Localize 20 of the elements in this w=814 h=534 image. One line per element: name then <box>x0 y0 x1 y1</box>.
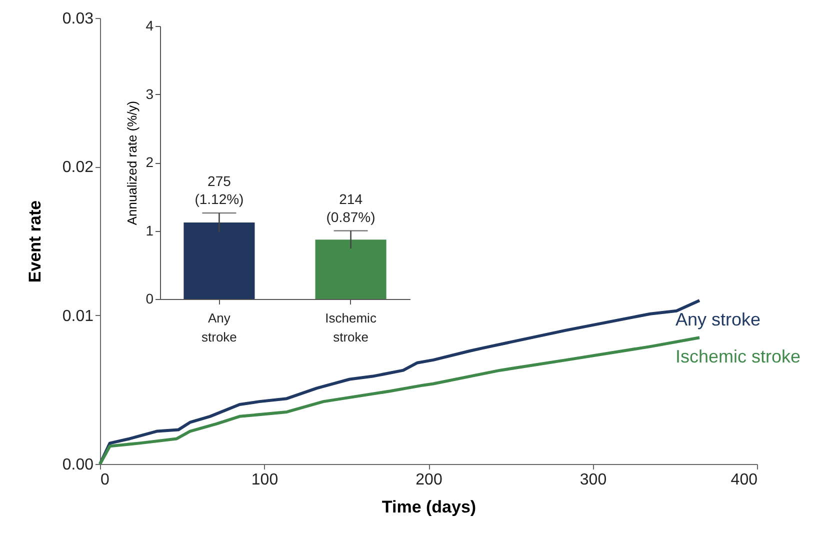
y-axis-title: Annualized rate (%/y) <box>124 100 140 226</box>
y-tick-label: 4 <box>146 18 154 34</box>
x-tick-label: 400 <box>730 472 758 488</box>
x-tick-label: 100 <box>251 472 278 488</box>
x-tick-label: 200 <box>416 472 442 488</box>
y-tick-label: 0.01 <box>62 308 94 325</box>
x-tick-label: 0 <box>100 472 110 488</box>
y-axis-title: Event rate <box>25 200 44 283</box>
y-tick-label: 0.03 <box>62 10 94 28</box>
y-tick-label: 0.00 <box>62 456 94 474</box>
y-tick-label: 0.02 <box>62 159 94 176</box>
data-label: 275 (1.12%) <box>194 173 244 208</box>
y-tick-label: 2 <box>146 154 154 170</box>
data-label: 214 (0.87%) <box>326 190 376 225</box>
y-tick-label: 1 <box>146 222 154 238</box>
y-tick-label: 3 <box>146 86 154 102</box>
y-tick-label: 0 <box>146 290 154 306</box>
series-label: Ischemic stroke <box>676 346 801 367</box>
x-tick-label: 300 <box>580 472 607 488</box>
x-axis-title: Time (days) <box>382 498 476 516</box>
